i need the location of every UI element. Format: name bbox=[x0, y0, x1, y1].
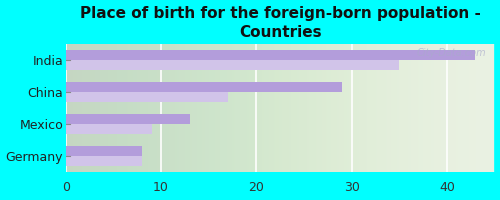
Bar bbox=[66, 114, 190, 124]
Text: City-Data.com: City-Data.com bbox=[416, 48, 486, 58]
Bar bbox=[66, 60, 399, 70]
Bar bbox=[66, 146, 142, 156]
Bar bbox=[66, 92, 228, 102]
Bar bbox=[66, 124, 152, 134]
Bar bbox=[66, 156, 142, 166]
Bar bbox=[66, 50, 476, 60]
Bar bbox=[66, 82, 342, 92]
Title: Place of birth for the foreign-born population -
Countries: Place of birth for the foreign-born popu… bbox=[80, 6, 480, 40]
